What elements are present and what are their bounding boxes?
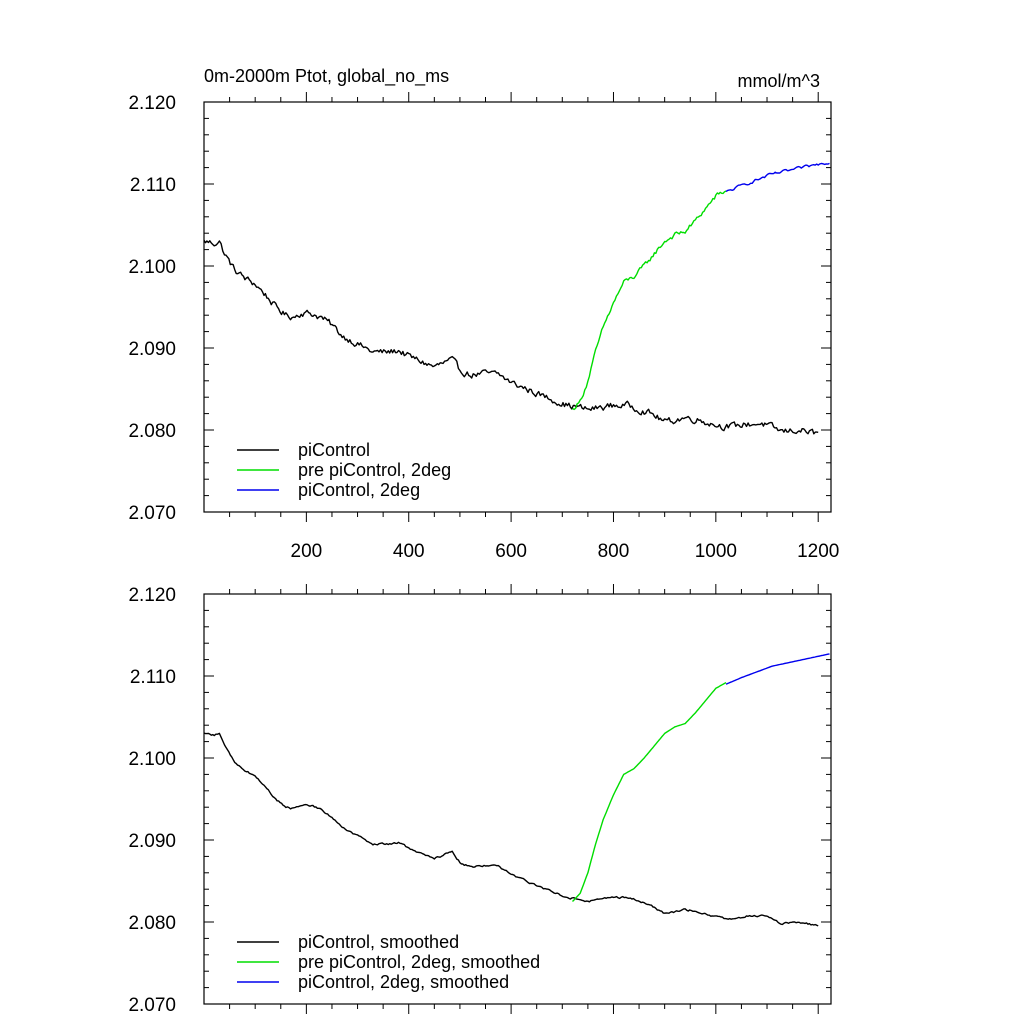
p1-y-tick-label: 2.090: [128, 831, 176, 852]
p1-legend-label: piControl, smoothed: [298, 932, 459, 952]
p0-series-line-2: [725, 162, 830, 193]
p1-series-line-2: [725, 653, 830, 685]
p0-series-line-1: [572, 190, 727, 411]
p1-y-tick-label: 2.070: [128, 995, 176, 1016]
p0-x-tick-label: 600: [495, 541, 527, 562]
p0-plot-frame: [203, 101, 832, 513]
p1-y-tick-label: 2.120: [128, 585, 176, 606]
top-panel: 200 400 600 800 1000 1200 2.070 2.080 2.090 2.100…: [128, 92, 839, 562]
p1-y-tick-label: 2.100: [128, 749, 176, 770]
p1-series-line-0: [203, 732, 819, 927]
chart-title: 0m-2000m Ptot, global_no_ms: [204, 66, 449, 87]
p1-plot-frame: [203, 593, 832, 1005]
p1-legend-label: pre piControl, 2deg, smoothed: [298, 952, 540, 972]
p0-x-tick-label: 1200: [797, 541, 839, 562]
p0-legend-label: piControl, 2deg: [298, 480, 420, 500]
bottom-panel: 2.070 2.080 2.090 2.100 2.110 2.120 piControl,…: [128, 584, 832, 1016]
p1-series-line-1: [572, 681, 727, 902]
p0-legend-label: piControl: [298, 440, 370, 460]
p0-x-tick-label: 1000: [695, 541, 737, 562]
p0-x-tick-label: 800: [598, 541, 630, 562]
p0-x-tick-label: 200: [291, 541, 323, 562]
units-label: mmol/m^3: [738, 71, 820, 91]
p0-y-tick-label: 2.120: [128, 93, 176, 114]
p0-y-tick-label: 2.080: [128, 421, 176, 442]
p1-y-tick-label: 2.110: [130, 667, 176, 688]
p1-y-tick-label: 2.080: [128, 913, 176, 934]
p0-series-line-0: [203, 239, 819, 435]
p0-x-tick-label: 400: [393, 541, 425, 562]
p0-y-tick-label: 2.100: [128, 257, 176, 278]
p0-y-tick-label: 2.090: [128, 339, 176, 360]
p0-y-tick-label: 2.110: [130, 175, 176, 196]
p0-y-tick-label: 2.070: [128, 503, 176, 524]
p1-legend-label: piControl, 2deg, smoothed: [298, 972, 509, 992]
p0-legend-label: pre piControl, 2deg: [298, 460, 451, 480]
